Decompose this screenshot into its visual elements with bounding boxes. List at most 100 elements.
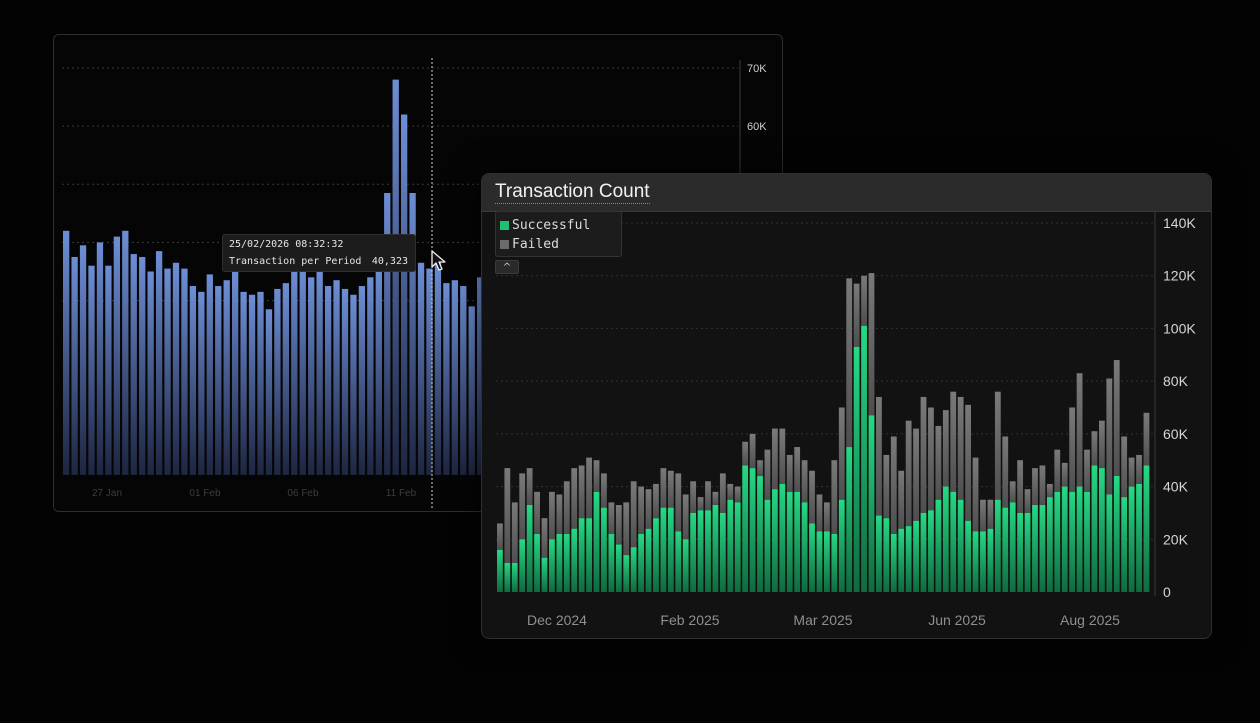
bar-failed [876,396,882,516]
bar [451,280,458,475]
bar-failed [883,454,890,519]
bar-successful [957,499,964,592]
bar [392,79,399,475]
bar-failed [1061,462,1068,487]
bar-failed [719,473,726,513]
bar-successful [667,507,674,592]
bar [113,236,120,475]
bar-failed [1076,373,1083,487]
bar-successful [1121,497,1128,592]
bar-failed [1143,412,1150,466]
bar-failed [831,460,838,535]
bar-successful [794,491,801,592]
bar [63,230,70,475]
bar-failed [563,481,570,535]
bar-successful [601,507,607,592]
bar-failed [638,486,645,535]
legend-item-successful[interactable]: Successful [496,216,621,235]
bar-failed [1046,483,1053,498]
bar-failed [861,275,867,326]
bar-successful [712,505,719,592]
bar-failed [898,470,905,529]
bar [189,286,197,475]
bar-successful [526,505,533,592]
bar-successful [534,534,540,592]
legend-label-successful: Successful [512,218,591,233]
bar-failed [1098,420,1105,469]
bar-successful [980,531,986,592]
x-tick-label: Aug 2025 [1060,612,1120,628]
bar [206,274,213,475]
bar-failed [846,278,853,448]
bar-successful [660,507,667,592]
bar [401,114,408,475]
bar [88,265,95,475]
bar-failed [920,396,927,513]
bar-successful [734,502,741,592]
bar [324,286,332,475]
bar-failed [660,468,667,508]
bar-failed [950,391,957,492]
bar-failed [682,494,689,540]
bar-successful [1143,465,1150,592]
bar-successful [749,468,756,592]
y-tick-label: 100K [1163,320,1196,336]
y-tick-label: 40K [1163,479,1189,495]
bar [417,262,425,475]
bar-failed [794,447,801,492]
bar-failed [928,407,934,511]
bar-failed [712,491,719,506]
bar-failed [1009,481,1016,503]
bar-failed [615,505,622,545]
bar-successful [1076,486,1083,592]
bar-failed [727,483,734,500]
bar [358,286,366,475]
bar-successful [838,499,845,592]
chart-tooltip: 25/02/2026 08:32:32 Transaction per Peri… [222,234,416,272]
bar [282,283,289,475]
x-tick-label: 06 Feb [287,488,319,499]
bar [265,309,273,475]
bar-failed [549,491,555,540]
bar-failed [601,473,607,508]
bar-successful [905,526,912,592]
bar-failed [645,489,652,529]
bar [172,262,180,475]
bar-successful [1046,497,1053,592]
bar-failed [935,425,942,500]
bar [477,277,484,475]
bar-successful [504,563,511,592]
bar [367,277,374,475]
bar-failed [1084,449,1090,492]
chart-legend: Successful Failed [495,211,622,257]
legend-collapse-button[interactable]: ^ [495,260,519,274]
bar [215,286,222,475]
x-tick-label: Feb 2025 [660,612,719,628]
bar-successful [623,555,630,592]
bar-successful [682,539,689,592]
legend-item-failed[interactable]: Failed [496,235,621,254]
bar-successful [1032,505,1038,592]
bar [240,291,247,475]
bar-successful [1054,491,1061,592]
bar-successful [1084,491,1090,592]
bar-successful [541,557,548,592]
bar [130,254,137,475]
bar [333,280,340,475]
bar-successful [1069,491,1076,592]
bar-successful [578,518,585,592]
bar [181,268,188,475]
bar-failed [1106,378,1113,495]
bar-failed [556,494,563,535]
bar-failed [541,518,548,558]
bar-failed [779,428,786,484]
bar-successful [705,510,711,592]
bar-successful [697,510,704,592]
transaction-count-panel: Transaction Count 0 20K 40K 60K 80K 100K 120K 1… [481,173,1212,639]
bar-failed [801,460,808,503]
bar [248,294,256,475]
bar-successful [563,534,570,592]
bar [384,193,391,475]
arrow-cursor-icon [431,250,446,271]
